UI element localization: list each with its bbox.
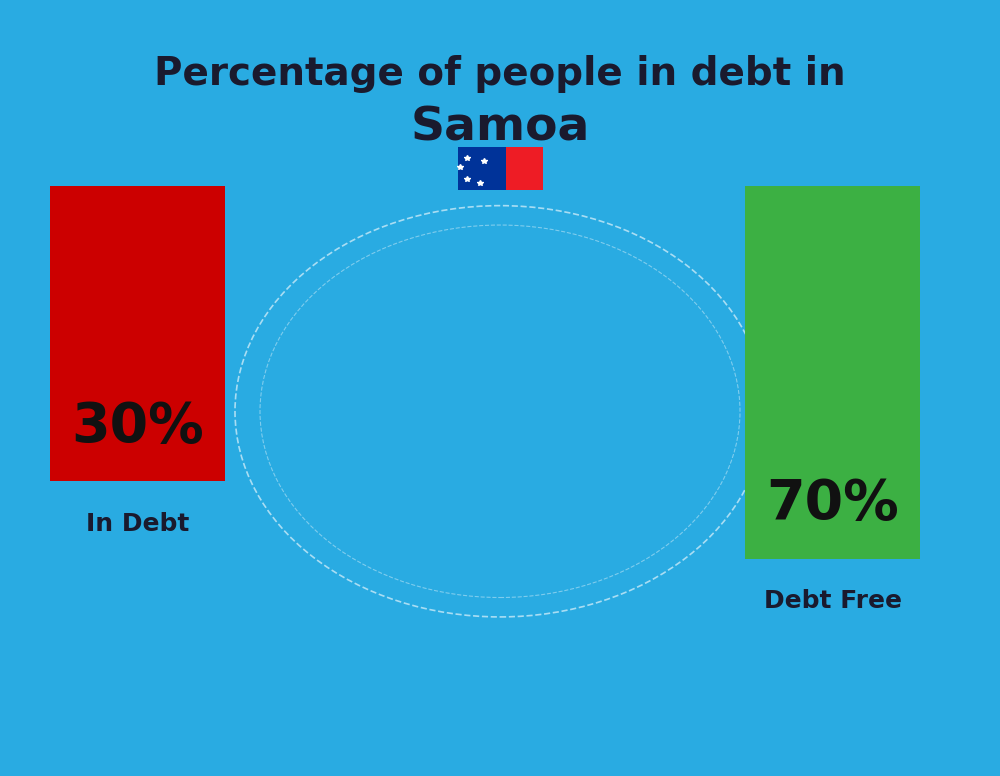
Bar: [745, 186, 920, 559]
Bar: [458, 147, 506, 190]
Text: In Debt: In Debt: [86, 512, 189, 535]
Text: 70%: 70%: [766, 477, 899, 532]
Text: Debt Free: Debt Free: [764, 590, 902, 613]
Bar: [506, 147, 542, 190]
Text: 30%: 30%: [71, 400, 204, 454]
Text: Percentage of people in debt in: Percentage of people in debt in: [154, 55, 846, 92]
Bar: [50, 186, 225, 481]
Text: Samoa: Samoa: [410, 106, 590, 151]
